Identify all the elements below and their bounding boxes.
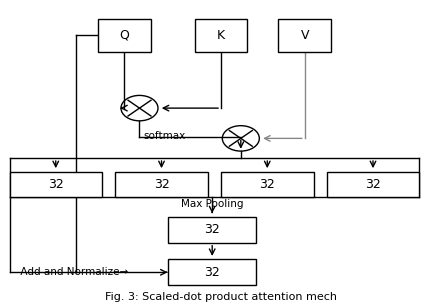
Text: 32: 32: [154, 178, 169, 191]
FancyBboxPatch shape: [194, 19, 248, 52]
Text: K: K: [217, 29, 225, 42]
FancyBboxPatch shape: [278, 19, 331, 52]
FancyBboxPatch shape: [327, 172, 419, 197]
FancyBboxPatch shape: [168, 259, 256, 285]
Text: Q: Q: [119, 29, 129, 42]
FancyBboxPatch shape: [221, 172, 313, 197]
FancyBboxPatch shape: [115, 172, 208, 197]
Text: softmax: softmax: [143, 131, 185, 141]
FancyBboxPatch shape: [10, 172, 102, 197]
FancyBboxPatch shape: [98, 19, 151, 52]
Text: —Add and Normalize→: —Add and Normalize→: [10, 267, 128, 277]
Text: 32: 32: [48, 178, 64, 191]
Text: 32: 32: [204, 266, 220, 279]
Text: 32: 32: [259, 178, 275, 191]
FancyBboxPatch shape: [168, 217, 256, 243]
Text: Fig. 3: Scaled-dot product attention mech: Fig. 3: Scaled-dot product attention mec…: [105, 292, 337, 302]
Text: 32: 32: [204, 223, 220, 237]
Text: V: V: [301, 29, 309, 42]
Text: 32: 32: [365, 178, 381, 191]
Text: Max Pooling: Max Pooling: [181, 199, 244, 209]
